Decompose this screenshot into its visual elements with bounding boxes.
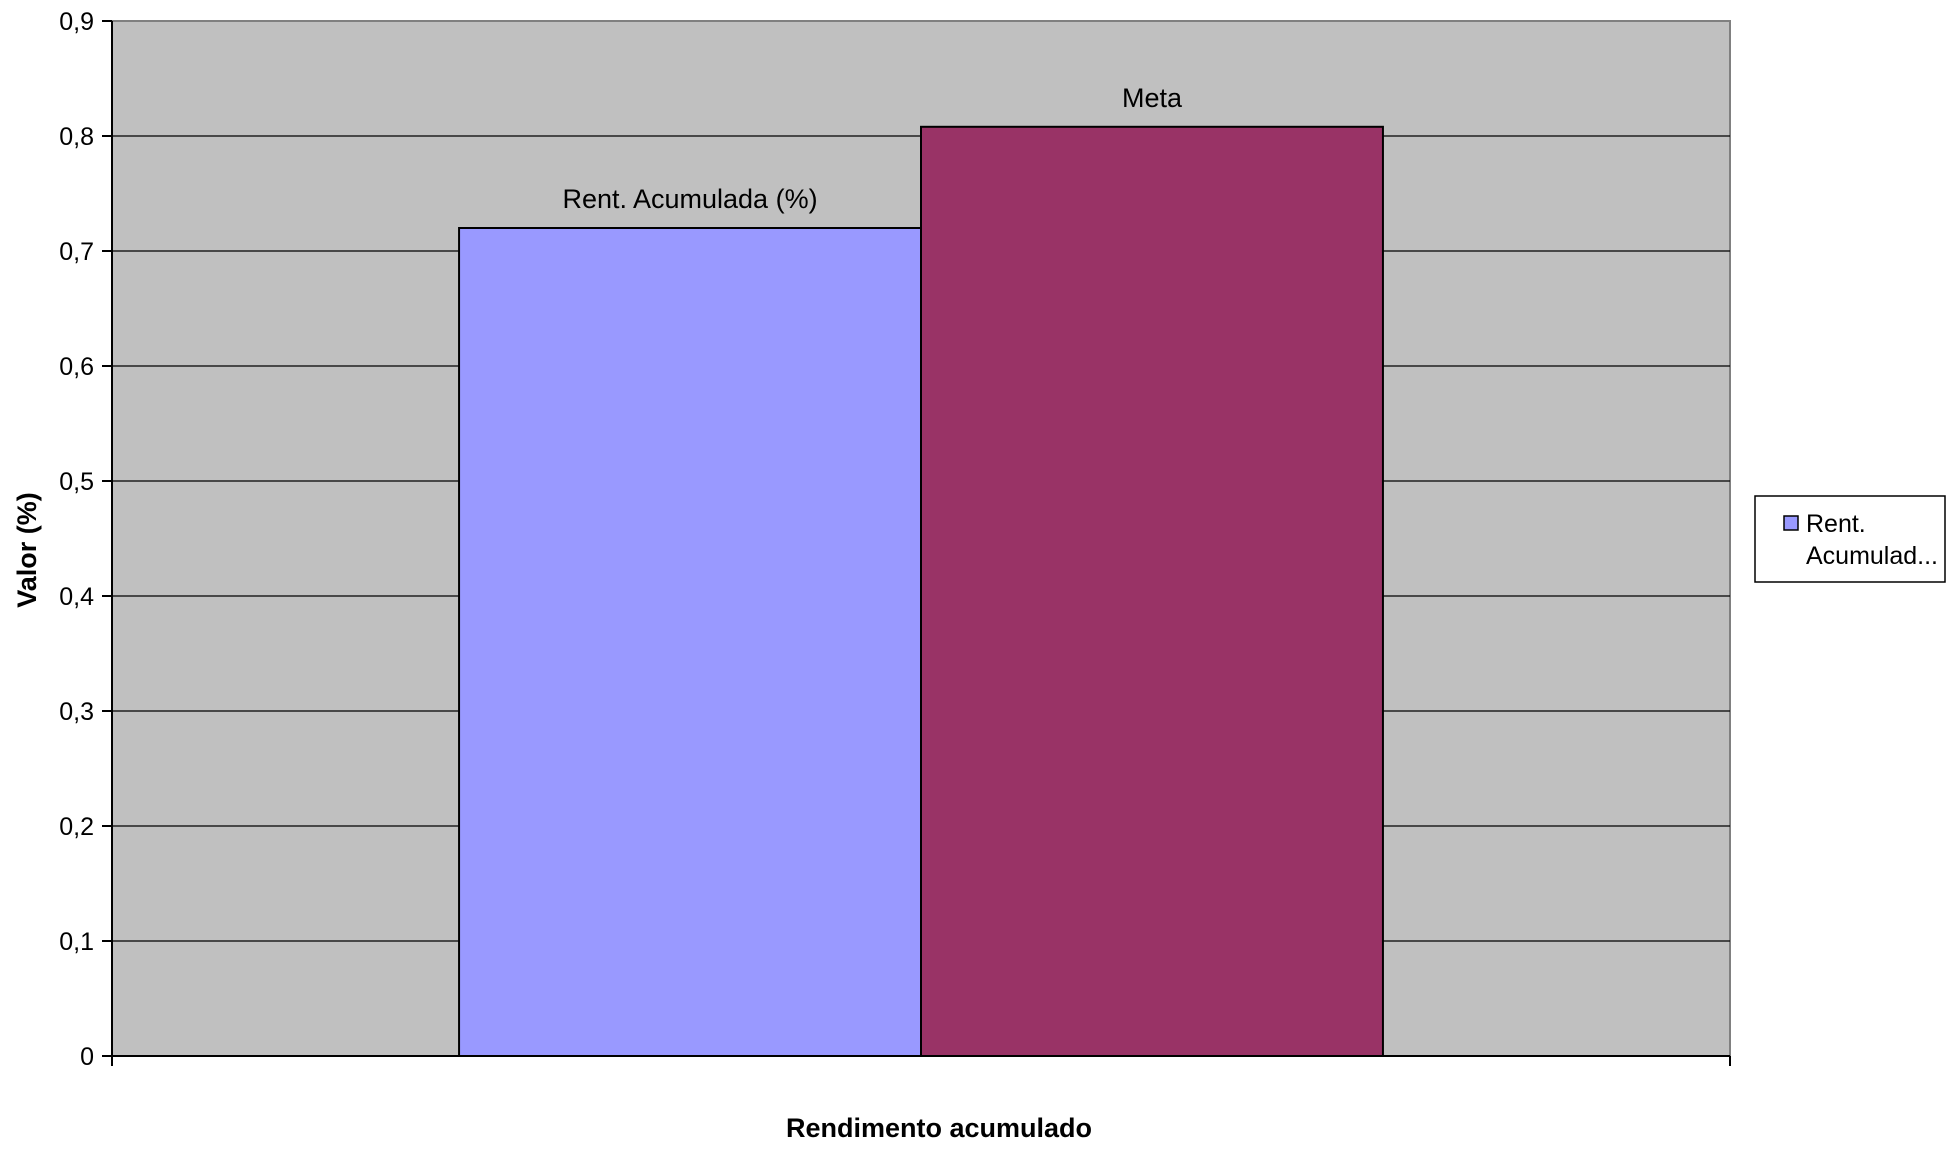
bar-data-label: Rent. Acumulada (%) — [562, 184, 817, 214]
y-tick-label: 0,4 — [59, 583, 94, 611]
y-tick-label: 0,2 — [59, 813, 94, 841]
y-tick-label: 0,6 — [59, 353, 94, 381]
bar-1 — [458, 227, 922, 1057]
y-tick-labels: 0 0,1 0,2 0,3 0,4 0,5 0,6 0,7 0,8 0,9 — [59, 8, 112, 1071]
data-labels: Rent. Acumulada (%) Meta — [562, 83, 1182, 214]
axes — [111, 21, 1731, 1066]
legend-label-line2: Acumulad... — [1806, 542, 1938, 570]
y-tick-label: 0,8 — [59, 123, 94, 151]
y-tick-label: 0,3 — [59, 698, 94, 726]
legend: Rent. Acumulad... — [1754, 495, 1946, 583]
y-tick-label: 0,9 — [59, 8, 94, 36]
y-axis-title: Valor (%) — [12, 492, 42, 608]
legend-box — [1754, 495, 1946, 583]
y-tick-label: 0,5 — [59, 468, 94, 496]
x-axis-title: Rendimento acumulado — [786, 1113, 1092, 1143]
y-tick-label: 0,1 — [59, 928, 94, 956]
y-tick-label: 0,7 — [59, 238, 94, 266]
bars — [458, 125, 1384, 1058]
legend-label-line1: Rent. — [1806, 510, 1866, 538]
bar-data-label: Meta — [1122, 83, 1183, 113]
bar-2 — [920, 125, 1384, 1058]
y-tick-label: 0 — [80, 1043, 94, 1071]
legend-swatch — [1783, 515, 1799, 531]
